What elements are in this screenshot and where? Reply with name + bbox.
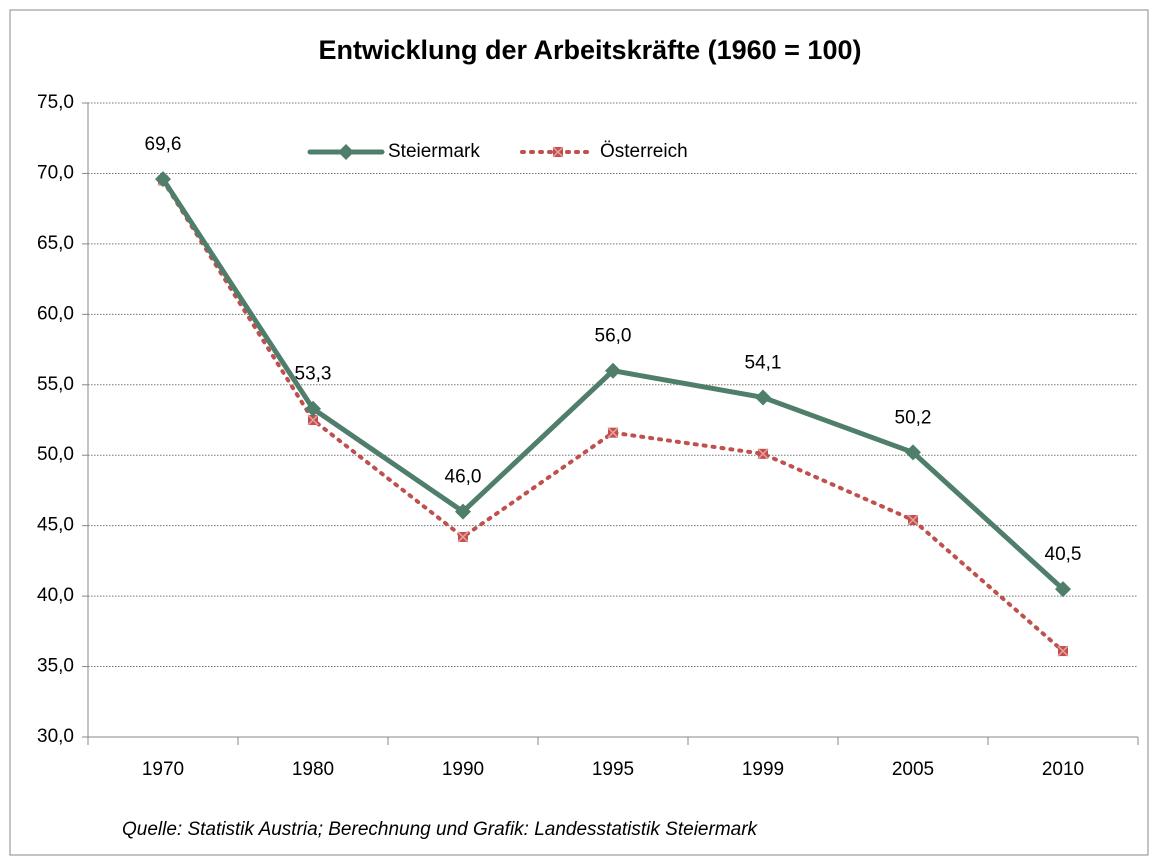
marker-cross	[607, 427, 619, 439]
marker-cross	[307, 414, 319, 426]
marker	[305, 400, 321, 417]
data-label: 53,3	[295, 364, 332, 385]
marker	[905, 444, 921, 461]
data-label: 40,5	[1045, 544, 1082, 565]
y-tick-label: 60,0	[37, 303, 74, 324]
marker	[605, 362, 621, 379]
data-label: 50,2	[895, 407, 932, 428]
y-tick-label: 55,0	[37, 374, 74, 395]
source-note: Quelle: Statistik Austria; Berechnung un…	[122, 819, 759, 840]
data-label: 54,1	[745, 352, 782, 373]
marker-cross	[1057, 645, 1069, 657]
x-tick-label: 1980	[292, 759, 334, 780]
y-tick-label: 40,0	[37, 585, 74, 606]
marker	[755, 389, 771, 406]
y-tick-label: 70,0	[37, 162, 74, 183]
x-tick-label: 1995	[592, 759, 634, 780]
y-tick-label: 65,0	[37, 233, 74, 254]
x-tick-label: 1970	[142, 759, 184, 780]
marker-cross	[757, 448, 769, 460]
marker	[455, 503, 471, 520]
x-tick-label: 1990	[442, 759, 484, 780]
marker	[338, 144, 354, 160]
marker-cross	[457, 531, 469, 543]
marker-cross	[552, 146, 564, 158]
y-tick-label: 30,0	[37, 726, 74, 747]
x-tick-label: 1999	[742, 759, 784, 780]
marker	[155, 171, 171, 188]
y-tick-label: 35,0	[37, 656, 74, 677]
data-label: 56,0	[595, 326, 632, 347]
data-label: 46,0	[445, 467, 482, 488]
data-label: 69,6	[145, 134, 182, 155]
y-tick-label: 45,0	[37, 515, 74, 536]
y-tick-label: 50,0	[37, 444, 74, 465]
y-tick-label: 75,0	[37, 92, 74, 113]
marker	[1055, 581, 1071, 598]
legend-label: Österreich	[600, 141, 688, 162]
marker-cross	[907, 514, 919, 526]
chart-title: Entwicklung der Arbeitskräfte (1960 = 10…	[319, 35, 862, 65]
legend-label: Steiermark	[388, 141, 480, 162]
x-tick-label: 2005	[892, 759, 934, 780]
x-tick-label: 2010	[1042, 759, 1084, 780]
